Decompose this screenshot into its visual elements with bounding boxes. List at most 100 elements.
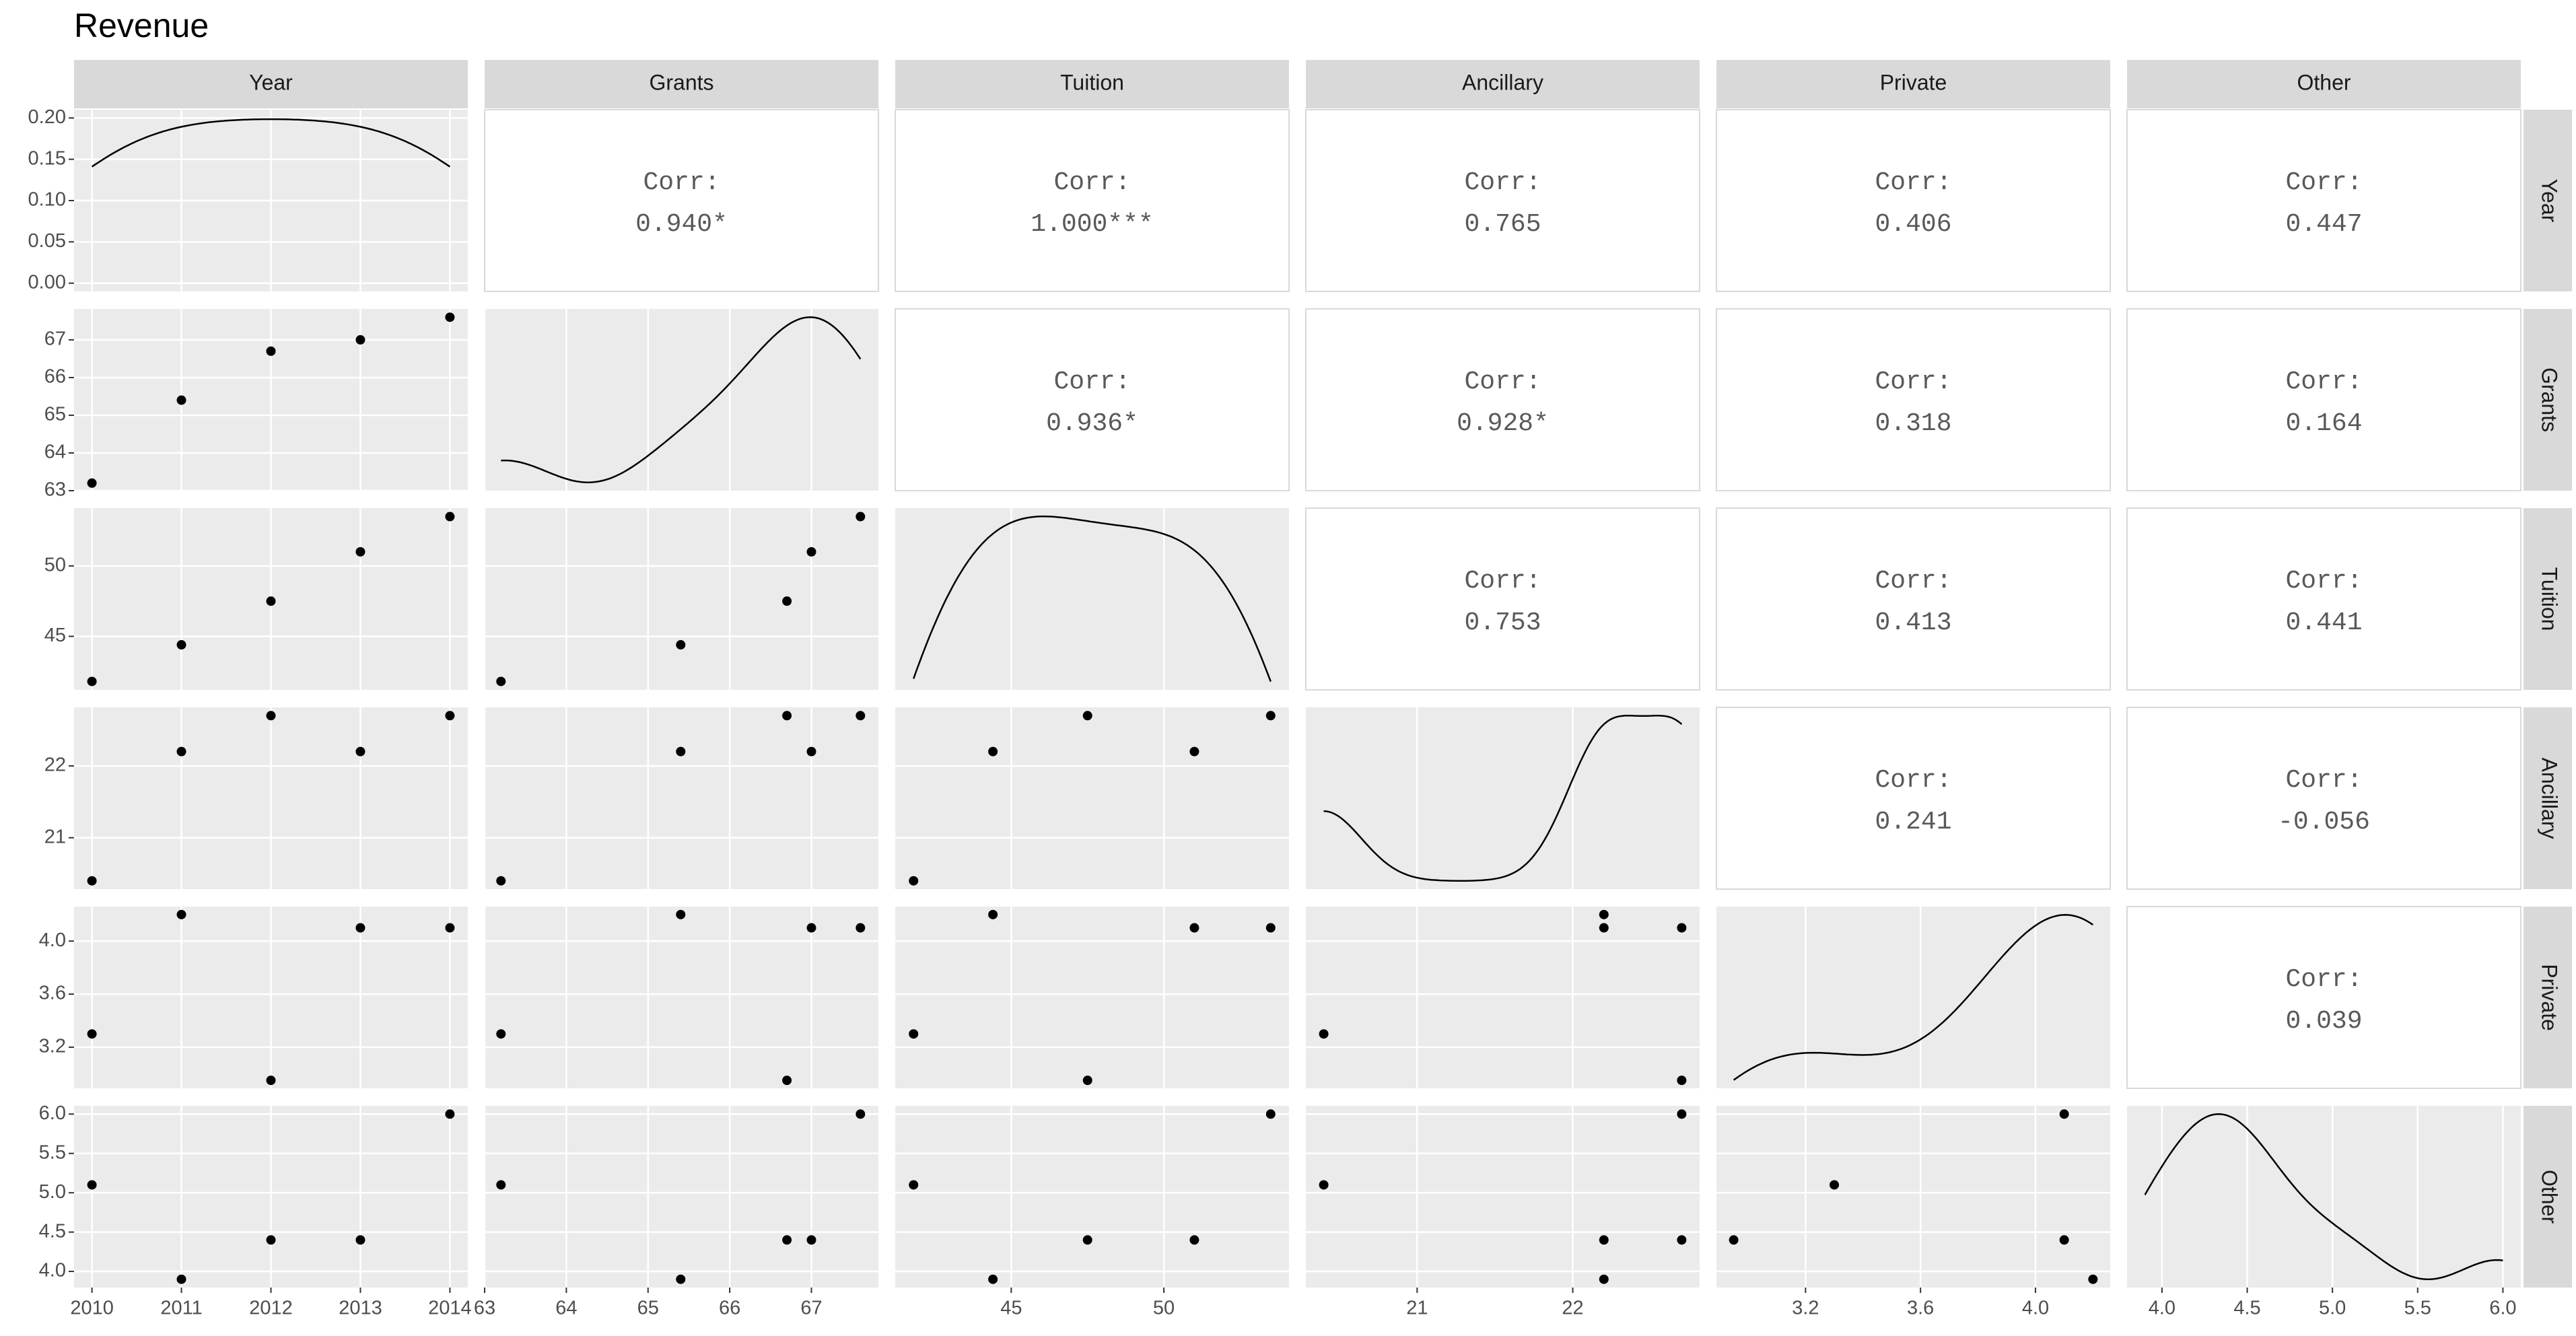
density-curve	[1733, 914, 2094, 1081]
correlation-title: Corr:	[2285, 965, 2362, 994]
column-strip-label: Other	[2297, 70, 2351, 94]
correlation-value: 0.164	[2285, 409, 2362, 438]
point	[496, 1180, 506, 1190]
correlation-title: Corr:	[1875, 567, 1951, 596]
correlation-panel	[2126, 707, 2521, 890]
point	[445, 512, 455, 522]
panel	[1716, 907, 2110, 1088]
strip	[485, 60, 878, 108]
row-strip-label: Ancillary	[2538, 758, 2562, 839]
strip	[2523, 110, 2572, 291]
correlation-title: Corr:	[1464, 567, 1541, 596]
y-tick-label: 3.2	[39, 1036, 66, 1057]
x-tick-label: 3.6	[1907, 1298, 1934, 1319]
y-tick-label: 3.6	[39, 983, 66, 1004]
point	[676, 1274, 686, 1284]
correlation-title: Corr:	[1875, 168, 1951, 197]
y-tick-label: 50	[44, 554, 66, 575]
y-tick-label: 45	[44, 625, 66, 646]
point	[176, 909, 186, 919]
panel	[895, 508, 1289, 690]
point	[1082, 1235, 1092, 1245]
point	[1319, 1029, 1329, 1039]
point	[676, 909, 686, 919]
correlation-panel	[1305, 109, 1700, 292]
correlation-value: -0.056	[2278, 808, 2370, 837]
correlation-value: 0.936*	[1046, 409, 1138, 438]
strip	[2523, 508, 2572, 690]
correlation-title: Corr:	[1875, 766, 1951, 795]
point	[266, 1235, 276, 1245]
point	[782, 1076, 792, 1086]
panel	[1306, 907, 1700, 1088]
correlation-title: Corr:	[2285, 367, 2362, 396]
correlation-panel	[2126, 507, 2521, 691]
panel	[485, 1106, 878, 1288]
point	[806, 547, 816, 557]
correlation-value: 0.447	[2285, 210, 2362, 239]
point	[782, 1235, 792, 1245]
point	[266, 711, 276, 721]
correlation-panel	[895, 308, 1290, 491]
point	[1599, 923, 1609, 933]
correlation-value: 0.039	[2285, 1007, 2362, 1036]
panel	[895, 1106, 1289, 1288]
point	[1599, 909, 1609, 919]
correlation-title: Corr:	[643, 168, 720, 197]
point	[1599, 1235, 1609, 1245]
row-strip-label: Other	[2538, 1170, 2562, 1224]
correlation-panel	[2126, 109, 2521, 292]
strip	[74, 60, 468, 108]
strip	[895, 60, 1289, 108]
row-strip-label: Private	[2538, 964, 2562, 1031]
point	[1599, 1274, 1609, 1284]
density-curve	[1323, 715, 1683, 882]
x-tick-label: 4.0	[2022, 1298, 2049, 1319]
point	[445, 1109, 455, 1119]
panel	[895, 907, 1289, 1088]
point	[2059, 1109, 2069, 1119]
correlation-title: Corr:	[1875, 367, 1951, 396]
point	[1082, 1076, 1092, 1086]
correlation-value: 0.928*	[1457, 409, 1549, 438]
y-tick-label: 65	[44, 404, 66, 425]
point	[988, 746, 998, 757]
correlation-value: 0.940*	[635, 210, 728, 239]
row-strip-label: Year	[2538, 179, 2562, 223]
point	[1265, 923, 1276, 933]
panel	[1306, 707, 1700, 889]
strip	[2523, 907, 2572, 1088]
row-strip-label: Tuition	[2538, 567, 2562, 631]
correlation-title: Corr:	[1053, 367, 1130, 396]
point	[782, 596, 792, 606]
x-tick-label: 2010	[70, 1298, 114, 1319]
point	[806, 746, 816, 757]
correlation-title: Corr:	[1464, 168, 1541, 197]
panel	[485, 707, 878, 889]
correlation-value: 0.441	[2285, 608, 2362, 637]
x-tick-label: 21	[1406, 1298, 1428, 1319]
y-tick-label: 67	[44, 328, 66, 350]
column-strip-label: Grants	[649, 70, 713, 94]
point	[87, 478, 97, 488]
correlation-panel	[2126, 308, 2521, 491]
point	[87, 876, 97, 886]
point	[1189, 746, 1199, 757]
point	[676, 640, 686, 650]
x-tick-label: 50	[1153, 1298, 1175, 1319]
point	[1189, 1235, 1199, 1245]
point	[676, 746, 686, 757]
y-tick-label: 63	[44, 479, 66, 501]
x-tick-label: 3.2	[1792, 1298, 1819, 1319]
y-tick-label: 4.0	[39, 929, 66, 951]
correlation-panel	[1716, 507, 2111, 691]
correlation-panel	[1716, 308, 2111, 491]
y-tick-label: 22	[44, 754, 66, 776]
point	[909, 1180, 919, 1190]
panel	[2127, 1106, 2521, 1288]
y-tick-label: 4.5	[39, 1220, 66, 1242]
chart-title: Revenue	[74, 7, 209, 44]
point	[1830, 1180, 1840, 1190]
point	[909, 1029, 919, 1039]
